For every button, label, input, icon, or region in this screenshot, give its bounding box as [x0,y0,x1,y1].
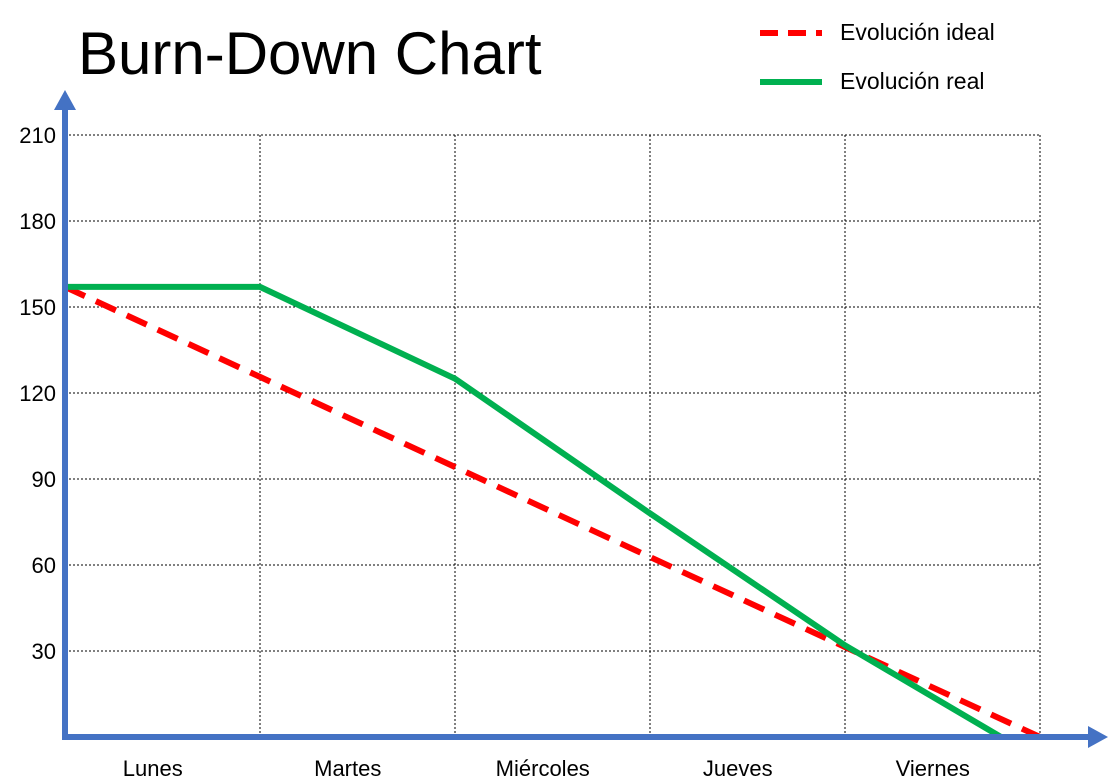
x-axis-ticks: Lunes Martes Miércoles Jueves Viernes [123,756,970,781]
x-axis-arrow [1088,726,1108,748]
x-tick-label: Miércoles [496,756,590,781]
chart-title: Burn-Down Chart [78,20,542,87]
series-line-0 [63,284,1042,740]
x-tick-label: Jueves [703,756,773,781]
series-group [63,283,1042,740]
y-tick-label: 60 [32,553,56,578]
x-tick-label: Viernes [896,756,970,781]
legend-label-real: Evolución real [840,68,984,94]
y-tick-label: 120 [19,381,56,406]
y-tick-label: 30 [32,639,56,664]
y-tick-label: 150 [19,295,56,320]
y-tick-label: 180 [19,209,56,234]
grid [65,134,1041,737]
y-axis-ticks: 30 60 90 120 150 180 210 [19,123,56,664]
x-tick-label: Martes [314,756,381,781]
series-line-1 [65,283,1003,740]
legend: Evolución ideal Evolución real [760,19,995,94]
y-tick-label: 210 [19,123,56,148]
x-tick-label: Lunes [123,756,183,781]
y-axis-arrow [54,90,76,110]
axes [54,90,1108,748]
y-tick-label: 90 [32,467,56,492]
legend-label-ideal: Evolución ideal [840,19,995,45]
